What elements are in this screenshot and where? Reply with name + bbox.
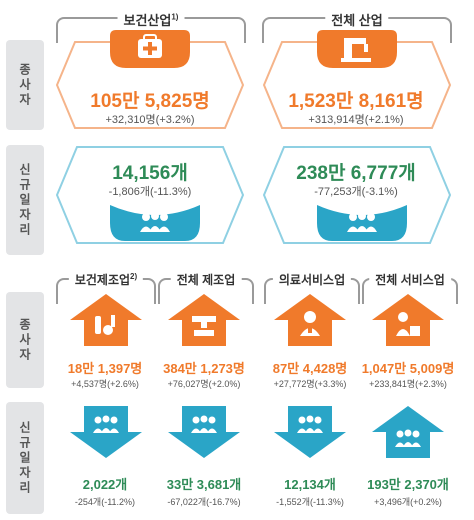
top-employees-label: 종사자 — [6, 40, 44, 130]
health-jobs-change: -1,806개(-11.3%) — [108, 186, 192, 198]
health-manufacturing-jobs-change: -254개(-11.2%) — [74, 497, 136, 507]
health-manufacturing-employees: 18만 1,397명 — [67, 361, 143, 376]
people-icon — [93, 415, 119, 433]
people-icon — [191, 415, 217, 433]
header-all-service: 전체 서비스업 — [362, 271, 458, 304]
top-new-jobs-label: 신규일자리 — [6, 145, 44, 255]
health-jobs-value: 14,156개 — [112, 163, 188, 184]
up-arrow-health-manufacturing — [70, 294, 142, 346]
factory-icon — [317, 30, 397, 68]
all-employees-change: +313,914명(+2.1%) — [308, 114, 404, 126]
all-service-jobs: 193만 2,370개 — [367, 477, 449, 492]
medical-kit-icon — [110, 30, 190, 68]
service-worker-icon — [396, 312, 420, 336]
header-all-industry: 전체 산업 — [262, 10, 452, 43]
all-manufacturing-employees-change: +76,027명(+2.0%) — [167, 379, 241, 389]
all-manufacturing-jobs-change: -67,022개(-16.7%) — [167, 497, 241, 507]
medical-service-jobs: 12,134개 — [284, 477, 336, 492]
medical-service-employees: 87만 4,428명 — [272, 361, 348, 376]
header-health-manufacturing: 보건제조업2) — [56, 271, 156, 304]
all-service-employees-change: +233,841명(+2.3%) — [369, 379, 447, 389]
all-manufacturing-employees: 384만 1,273명 — [163, 361, 245, 376]
people-icon — [347, 212, 377, 232]
all-service-employees: 1,047만 5,009명 — [361, 361, 455, 376]
doctor-icon — [300, 311, 320, 336]
people-icon — [395, 429, 421, 447]
hexagon-all-jobs — [262, 146, 452, 244]
health-employees-change: +32,310명(+3.2%) — [105, 114, 195, 126]
all-jobs-change: -77,253개(-3.1%) — [314, 186, 398, 198]
header-all-manufacturing: 전체 제조업 — [158, 271, 254, 304]
bottom-employees-label: 종사자 — [6, 292, 44, 388]
health-employees-value: 105만 5,825명 — [90, 91, 210, 112]
hexagon-all-employees — [262, 41, 452, 129]
health-manufacturing-jobs: 2,022개 — [82, 477, 128, 492]
all-employees-value: 1,523만 8,161명 — [288, 91, 424, 112]
hexagon-health-jobs — [55, 146, 245, 244]
medical-service-employees-change: +27,772명(+3.3%) — [273, 379, 347, 389]
up-arrow-all-service — [372, 294, 444, 346]
people-icon — [297, 415, 323, 433]
machine-worker-icon — [192, 316, 216, 336]
hexagon-health-employees — [55, 41, 245, 129]
header-health-industry: 보건산업1) — [56, 10, 246, 43]
header-medical-service: 의료서비스업 — [264, 271, 360, 304]
pharma-tools-icon — [95, 315, 115, 335]
people-icon — [140, 212, 170, 232]
medical-service-jobs-change: -1,552개(-11.3%) — [276, 497, 344, 507]
health-manufacturing-employees-change: +4,537명(+2.6%) — [71, 379, 139, 389]
all-manufacturing-jobs: 33만 3,681개 — [166, 477, 242, 492]
all-service-jobs-change: +3,496개(+0.2%) — [374, 497, 442, 507]
bottom-new-jobs-label: 신규일자리 — [6, 402, 44, 514]
all-jobs-value: 238만 6,777개 — [296, 163, 416, 184]
